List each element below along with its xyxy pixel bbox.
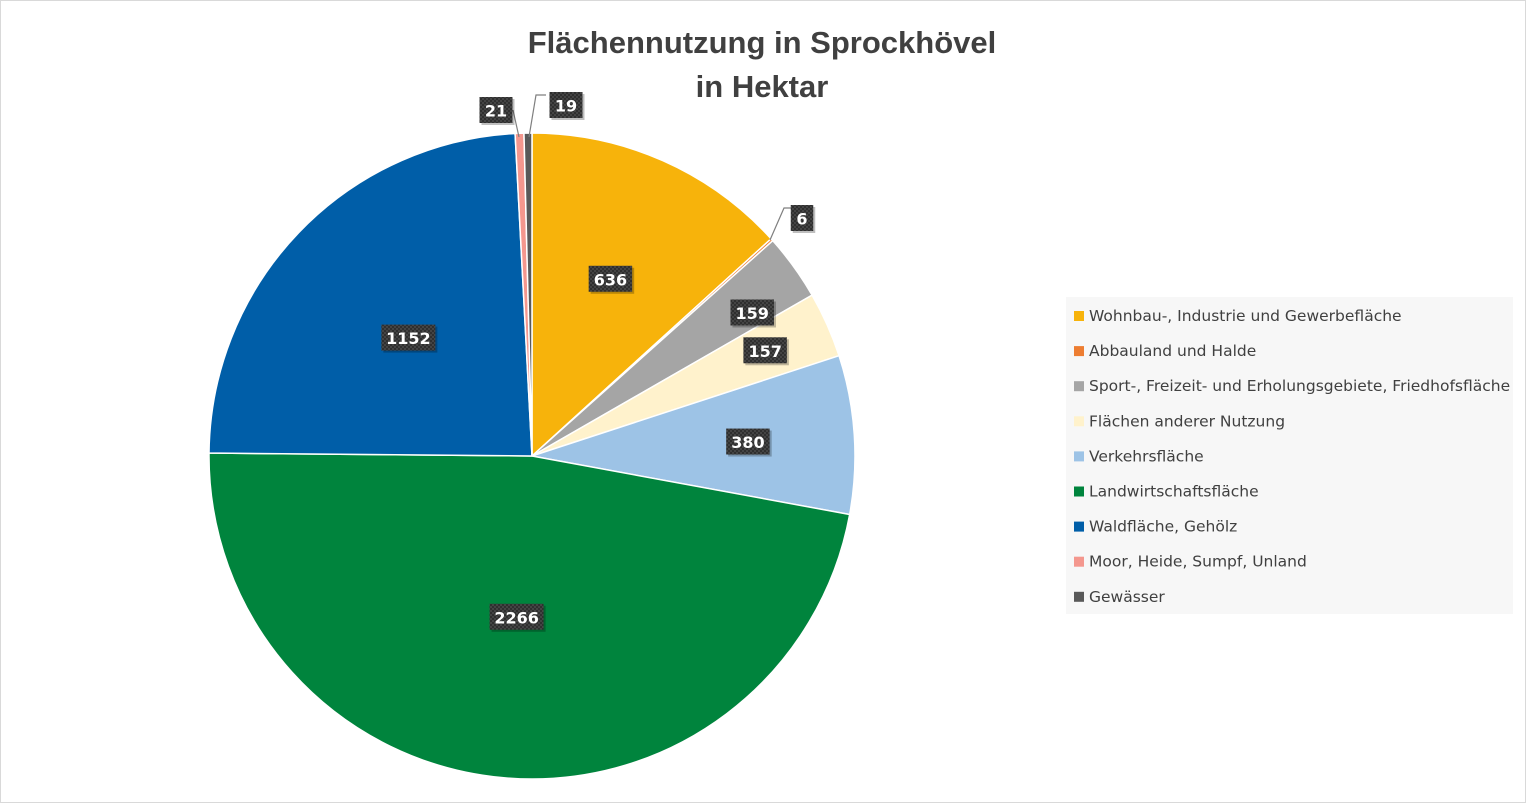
data-label-value: 19: [555, 97, 577, 116]
legend: Wohnbau-, Industrie und Gewerbefläche Abb…: [1074, 307, 1510, 606]
legend-swatch-gewaesser: [1074, 591, 1084, 602]
legend-swatch-sport-freizeit-und-erholungsgebiete-friedhofsflaeche: [1074, 381, 1084, 392]
slice-waldflaeche-gehoelz: [208, 132, 533, 457]
leader-lines: [512, 94, 792, 241]
legend-label-wohnbau-industrie-und-gewerbeflaeche: Wohnbau-, Industrie und Gewerbefläche: [1089, 307, 1402, 325]
data-label-flaechen-anderer-nutzung: 157: [743, 337, 789, 366]
slice-gewaesser: [523, 132, 533, 457]
legend-label-abbauland-und-halde: Abbauland und Halde: [1089, 342, 1256, 360]
legend-label-gewaesser: Gewässer: [1089, 588, 1165, 606]
leader-line-abbauland-und-halde: [769, 207, 792, 241]
data-label-box: [381, 324, 436, 351]
chart-title: Flächennutzung in Sprockhövel: [528, 25, 996, 60]
data-label-gewaesser: 19: [549, 92, 585, 120]
data-label-box: [743, 337, 787, 364]
legend-swatch-verkehrsflaeche: [1074, 451, 1084, 462]
slice-wohnbau-industrie-und-gewerbeflaeche: [531, 132, 773, 458]
data-label-box: [588, 265, 633, 292]
legend-label-verkehrsflaeche: Verkehrsfläche: [1089, 447, 1204, 465]
data-labels: 636 6 159 157 380 2266 1152 21 19: [381, 92, 816, 632]
data-label-box: [549, 92, 583, 118]
data-label-value: 2266: [494, 608, 539, 627]
data-label-value: 21: [485, 102, 507, 121]
data-label-abbauland-und-halde: 6: [790, 205, 816, 233]
data-label-box: [790, 205, 814, 231]
leader-line-moor-heide-sumpf-unland: [512, 109, 520, 138]
legend-label-moor-heide-sumpf-unland: Moor, Heide, Sumpf, Unland: [1089, 553, 1307, 571]
legend-swatch-abbauland-und-halde: [1074, 346, 1084, 357]
data-label-value: 636: [594, 270, 627, 289]
data-label-box: [730, 299, 774, 326]
chart-subtitle: in Hektar: [696, 69, 829, 104]
legend-label-landwirtschaftsflaeche: Landwirtschaftsfläche: [1089, 483, 1259, 501]
data-label-landwirtschaftsflaeche: 2266: [489, 603, 546, 632]
legend-swatch-flaechen-anderer-nutzung: [1074, 416, 1084, 427]
data-label-box: [726, 428, 770, 455]
legend-label-waldflaeche-gehoelz: Waldfläche, Gehölz: [1089, 518, 1237, 536]
data-label-wohnbau-industrie-und-gewerbeflaeche: 636: [588, 265, 635, 294]
data-label-value: 6: [796, 210, 807, 229]
legend-background: [1066, 297, 1513, 614]
legend-swatch-moor-heide-sumpf-unland: [1074, 556, 1084, 567]
data-label-value: 380: [731, 433, 764, 452]
data-label-verkehrsflaeche: 380: [726, 428, 772, 457]
data-label-value: 1152: [386, 329, 431, 348]
legend-swatch-landwirtschaftsflaeche: [1074, 486, 1084, 497]
legend-label-sport-freizeit-und-erholungsgebiete-friedhofsflaeche: Sport-, Freizeit- und Erholungsgebiete, …: [1089, 377, 1510, 395]
legend-swatch-waldflaeche-gehoelz: [1074, 521, 1084, 532]
data-label-moor-heide-sumpf-unland: 21: [479, 97, 515, 125]
data-label-waldflaeche-gehoelz: 1152: [381, 324, 438, 353]
data-label-box: [489, 603, 544, 630]
leader-line-gewaesser: [528, 94, 546, 138]
legend-label-flaechen-anderer-nutzung: Flächen anderer Nutzung: [1089, 412, 1285, 430]
legend-swatch-wohnbau-industrie-und-gewerbeflaeche: [1074, 311, 1084, 321]
data-label-value: 157: [748, 342, 781, 361]
data-label-sport-freizeit-und-erholungsgebiete-friedhofsflaeche: 159: [730, 299, 776, 328]
slice-verkehrsflaeche: [531, 354, 856, 516]
data-label-value: 159: [736, 304, 769, 323]
data-label-box: [479, 97, 513, 123]
